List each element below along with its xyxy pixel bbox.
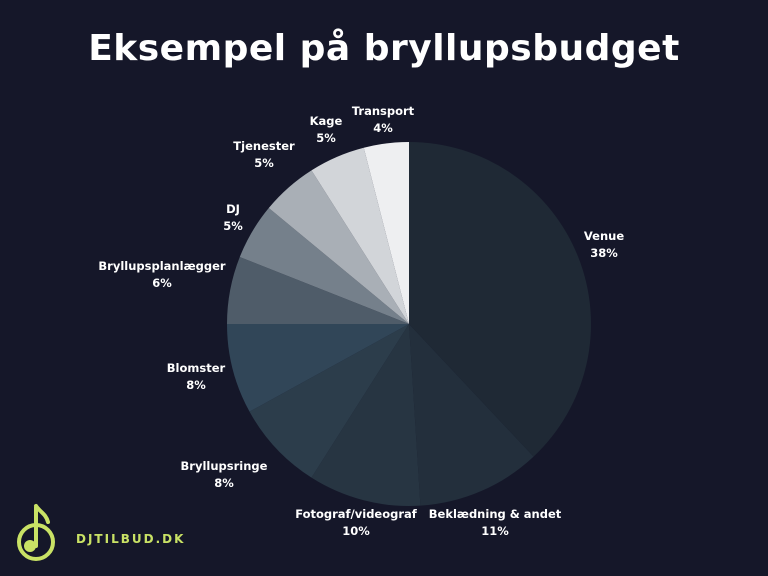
pie-slice-kage (311, 147, 409, 324)
slice-value-label: 5% (254, 156, 274, 170)
chart-title: Eksempel på bryllupsbudget (88, 28, 680, 69)
slice-value-label: 5% (223, 219, 243, 233)
slice-value-label: 4% (373, 121, 393, 135)
pie-slice-transport (363, 142, 409, 324)
slice-value-label: 38% (590, 246, 618, 260)
logo-text: DJTILBUD.DK (76, 532, 186, 546)
slice-value-label: 11% (481, 524, 509, 538)
slice-label: DJ (226, 202, 240, 216)
pie-slice-dj (239, 207, 409, 324)
slice-label: Venue (584, 229, 624, 243)
slice-label: Bryllupsringe (181, 459, 268, 473)
slice-label: Beklædning & andet (429, 507, 562, 521)
pie-slice-bryllupsringe (249, 324, 409, 478)
slice-label: Bryllupsplanlægger (98, 259, 225, 273)
pie-slice-beklædning-andet (409, 324, 534, 506)
pie-slice-venue (409, 142, 592, 457)
pie-slice-blomster (227, 324, 409, 412)
logo[interactable]: DJTILBUD.DK (14, 502, 183, 566)
slice-value-label: 8% (214, 476, 234, 490)
slice-label: Blomster (167, 361, 226, 375)
music-note-icon (17, 504, 55, 561)
slice-label: Tjenester (233, 139, 295, 153)
slice-label: Fotograf/videograf (295, 507, 418, 521)
slice-label: Transport (352, 104, 415, 118)
slice-value-label: 5% (316, 131, 336, 145)
slice-value-label: 6% (152, 276, 172, 290)
pie-slice-bryllupsplanlægger (227, 257, 409, 324)
slice-value-label: 10% (342, 524, 370, 538)
pie-slice-fotograf-videograf (311, 324, 421, 506)
pie-slice-tjenester (268, 170, 409, 324)
slice-label: Kage (310, 114, 343, 128)
slice-value-label: 8% (186, 378, 206, 392)
pie-slices (227, 142, 592, 506)
pie-labels: Venue 38% Beklædning & andet 11% Fotograf/vi… (98, 104, 624, 538)
